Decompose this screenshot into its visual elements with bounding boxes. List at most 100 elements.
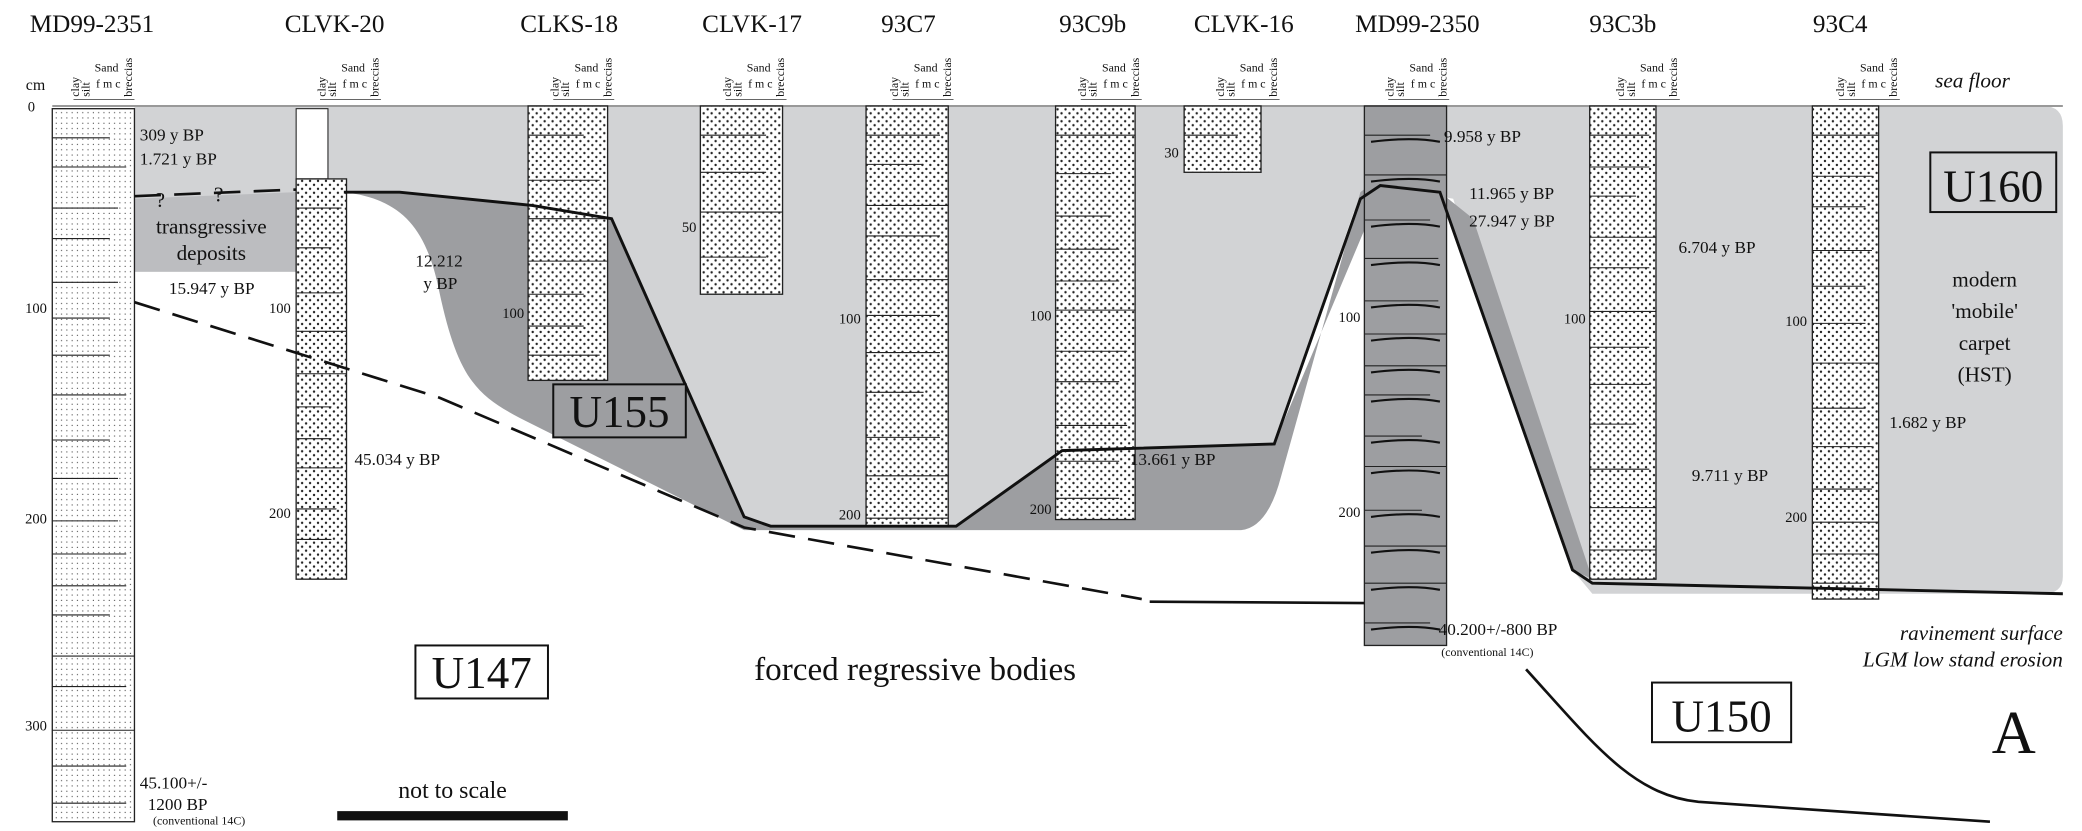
core-column — [1183, 105, 1262, 173]
transgressive-label: deposits — [177, 241, 246, 265]
core-column — [865, 105, 949, 527]
grain-scale-label: f m c — [748, 76, 772, 90]
depth-tick: 0 — [28, 99, 35, 115]
hst-label: (HST) — [1958, 363, 2012, 387]
grain-scale-label: breccias — [121, 57, 135, 96]
core-depth-label: 100 — [1339, 310, 1361, 326]
ravinement-label: ravinement surface — [1900, 621, 2063, 645]
grain-scale-label: clay — [720, 77, 734, 97]
date-label: 40.200+/-800 BP — [1439, 620, 1558, 639]
date-label: 1.721 y BP — [140, 149, 217, 168]
grain-scale-label: silt — [730, 82, 744, 97]
grain-scale-label: breccias — [1266, 57, 1280, 96]
grain-scale-label: Sand — [1102, 61, 1126, 75]
date-label: (conventional 14C) — [153, 813, 245, 827]
grain-scale-label: clay — [68, 77, 82, 97]
core-column — [527, 105, 609, 382]
grain-scale-label: clay — [887, 77, 901, 97]
hst-label: modern — [1952, 267, 2017, 291]
grain-scale-label: clay — [548, 77, 562, 97]
grain-scale-label: clay — [1833, 77, 1847, 97]
depth-tick: 100 — [25, 301, 47, 317]
date-label: 309 y BP — [140, 125, 204, 144]
sand-lens — [1370, 548, 1441, 554]
grain-scale-label: silt — [1624, 82, 1638, 97]
transgressive-area — [134, 192, 297, 272]
core-column — [1811, 105, 1880, 600]
grain-scale-label: clay — [1383, 77, 1397, 97]
date-label: (conventional 14C) — [1441, 645, 1533, 659]
core-depth-label: 100 — [1564, 311, 1586, 327]
unit-box — [1929, 151, 2058, 214]
transgressive-label: transgressive — [156, 214, 267, 238]
boundary — [1149, 600, 1991, 824]
core-depth-label: 100 — [1030, 309, 1052, 325]
grain-scale-label: breccias — [1436, 57, 1450, 96]
depth-tick: 300 — [25, 718, 47, 734]
sand-lens — [1370, 368, 1441, 374]
grain-scale-label: f m c — [1641, 76, 1665, 90]
sand-lens — [1370, 625, 1441, 631]
core-depth-label: 30 — [1164, 146, 1179, 162]
ravinement-surface — [343, 184, 2063, 596]
depth-unit: cm — [26, 77, 46, 94]
grain-scale-label: Sand — [914, 61, 938, 75]
sand-lens — [1370, 438, 1441, 444]
core-name: CLVK-17 — [702, 11, 802, 38]
core-name: 93C7 — [881, 11, 936, 38]
date-label: y BP — [423, 274, 457, 293]
date-label: 12.212 — [415, 251, 462, 270]
core-name: CLKS-18 — [520, 11, 618, 38]
core-name: 93C4 — [1813, 11, 1868, 38]
grain-scale-label: f m c — [1241, 76, 1265, 90]
core-depth-label: 200 — [1339, 505, 1361, 521]
date-label: 15.947 y BP — [169, 279, 255, 298]
grain-scale-label: clay — [1213, 77, 1227, 97]
core-depth-label: 50 — [682, 220, 697, 236]
u155-strip — [1439, 192, 1593, 580]
grain-scale-label: Sand — [1860, 61, 1884, 75]
grain-scale-label: Sand — [1640, 61, 1664, 75]
grain-scale-label: Sand — [95, 61, 119, 75]
core-name: 93C3b — [1589, 11, 1656, 38]
core-depth-label: 200 — [839, 508, 861, 524]
date-label: 13.661 y BP — [1130, 450, 1216, 469]
depth-tick: 200 — [25, 512, 47, 528]
date-label: 45.034 y BP — [354, 450, 440, 469]
core-column — [295, 178, 348, 580]
ravinement-label: LGM low stand erosion — [1862, 648, 2063, 672]
date-label: 6.704 y BP — [1678, 238, 1755, 257]
sand-lens — [1370, 177, 1441, 183]
grain-scale-label: f m c — [576, 76, 600, 90]
grain-scale-label: clay — [1613, 77, 1627, 97]
grain-scale-label: breccias — [773, 57, 787, 96]
core-name: MD99-2350 — [1355, 11, 1479, 38]
grain-scale-label: silt — [1224, 82, 1238, 97]
grain-scale-label: f m c — [1861, 76, 1885, 90]
grain-scale-label: breccias — [1886, 57, 1900, 96]
core-depth-label: 200 — [1785, 510, 1807, 526]
unit-label: U155 — [569, 387, 669, 437]
units: U160 U155 U147 U150 — [414, 151, 2058, 744]
sand-lens — [1370, 261, 1441, 267]
hst-label: carpet — [1959, 331, 2011, 355]
date-label: 45.100+/- — [140, 774, 208, 793]
grain-scale-label: breccias — [940, 57, 954, 96]
hst-label: 'mobile' — [1951, 299, 2017, 323]
core-column — [295, 108, 329, 180]
core-depth-label: 100 — [839, 311, 861, 327]
sand-lens — [1370, 303, 1441, 309]
grain-scale-label: f m c — [96, 76, 120, 90]
scale-label: not to scale — [398, 778, 507, 804]
date-label: 11.965 y BP — [1469, 184, 1554, 203]
grain-scale-label: clay — [314, 77, 328, 97]
unit-label: U147 — [432, 648, 532, 698]
forced-regressive-label: forced regressive bodies — [754, 651, 1076, 688]
core-name: CLVK-16 — [1194, 11, 1294, 38]
core-name: MD99-2351 — [30, 11, 154, 38]
grain-scale-label: Sand — [1409, 61, 1433, 75]
date-label: 9.958 y BP — [1444, 127, 1521, 146]
core-depth-label: 200 — [269, 506, 291, 522]
